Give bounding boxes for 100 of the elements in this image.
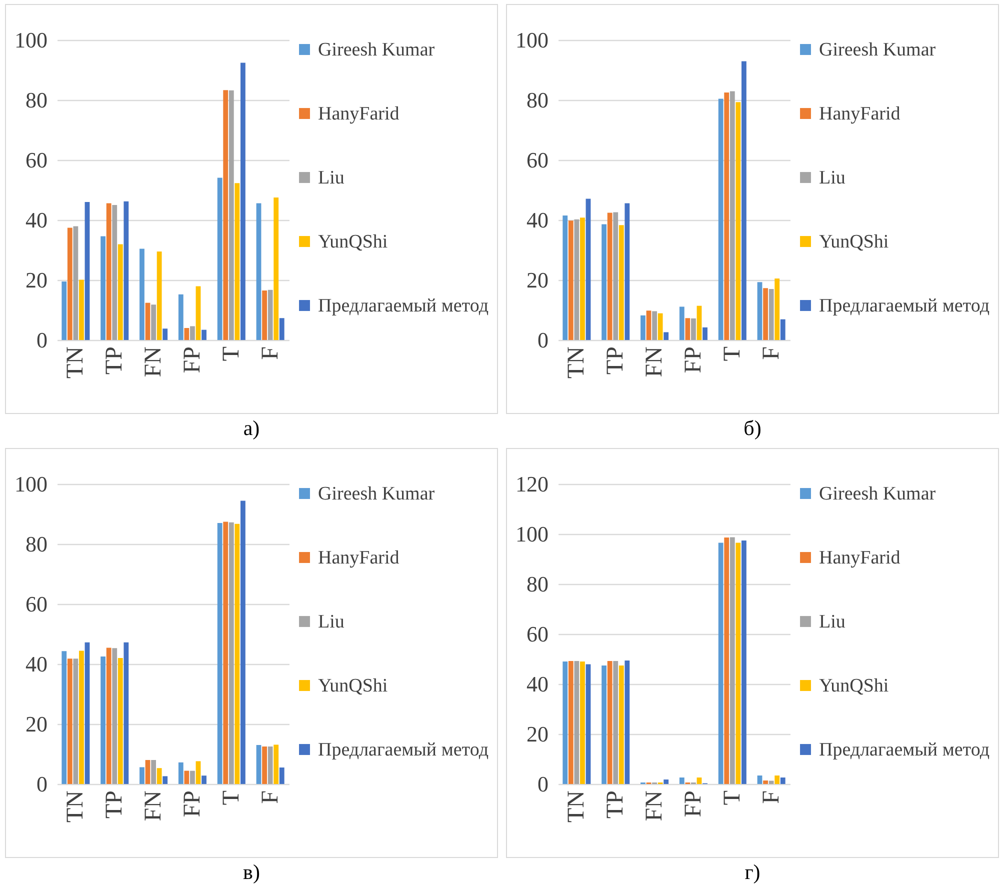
bar xyxy=(162,776,168,784)
y-tick-label: 40 xyxy=(26,208,48,232)
y-tick-label: 0 xyxy=(36,772,48,796)
bar xyxy=(268,746,273,784)
y-tick-label: 120 xyxy=(516,472,548,496)
bar xyxy=(685,318,690,340)
bar xyxy=(67,658,72,784)
y-tick-label: 40 xyxy=(26,652,48,676)
bar xyxy=(568,661,574,784)
x-tick-label: T xyxy=(218,346,244,362)
bar xyxy=(124,201,129,340)
bar xyxy=(757,282,762,340)
bar xyxy=(184,328,190,340)
legend-label: Предлагаемый метод xyxy=(318,740,489,760)
bar xyxy=(602,666,607,784)
bar xyxy=(664,332,669,340)
bar xyxy=(279,318,284,340)
legend-label: Liu xyxy=(819,612,846,632)
bar xyxy=(262,746,267,784)
bar xyxy=(151,760,156,784)
bar xyxy=(736,102,741,340)
bar xyxy=(162,328,168,340)
bar xyxy=(607,212,612,340)
bar xyxy=(768,780,774,784)
bar xyxy=(658,313,663,340)
y-tick-label: 20 xyxy=(526,722,548,746)
bar xyxy=(84,202,90,340)
bar xyxy=(618,666,624,784)
y-tick-label: 0 xyxy=(538,772,548,796)
bar xyxy=(664,780,669,784)
bar xyxy=(178,762,184,784)
legend-label: Предлагаемый метод xyxy=(819,296,990,316)
bar xyxy=(62,651,67,784)
bar xyxy=(256,203,262,340)
x-tick-label: FP xyxy=(680,346,706,374)
bar xyxy=(741,61,746,340)
bar xyxy=(240,62,246,340)
bar xyxy=(568,220,574,340)
bar xyxy=(240,500,246,784)
bar xyxy=(580,662,585,784)
legend-label: Liu xyxy=(318,612,345,632)
bar xyxy=(217,523,222,784)
x-tick-label: F xyxy=(257,790,284,804)
bar xyxy=(757,776,762,784)
x-tick-label: TN xyxy=(564,346,590,378)
x-tick-label: TN xyxy=(564,790,590,822)
bar xyxy=(62,282,67,340)
text: б) xyxy=(744,416,762,442)
legend-label: Liu xyxy=(318,168,345,188)
y-tick-label: 60 xyxy=(526,622,548,646)
bar xyxy=(780,319,786,340)
bar xyxy=(202,776,206,784)
y-tick-label: 100 xyxy=(14,28,48,52)
bar xyxy=(184,770,190,784)
x-tick-label: TP xyxy=(102,790,128,819)
legend-label: YunQShi xyxy=(819,232,889,252)
legend-label: HanyFarid xyxy=(819,104,901,124)
bar xyxy=(190,326,195,340)
x-tick-label: FP xyxy=(179,790,206,818)
y-tick-label: 80 xyxy=(26,532,48,556)
y-tick-label: 100 xyxy=(14,472,48,496)
bar xyxy=(679,778,684,784)
legend-label: Gireesh Kumar xyxy=(318,484,436,504)
x-tick-label: TP xyxy=(102,346,128,375)
x-tick-label: TP xyxy=(602,346,629,375)
bar xyxy=(196,761,201,784)
bar xyxy=(574,661,580,784)
bar xyxy=(84,642,90,784)
bar xyxy=(112,205,118,340)
x-tick-label: FP xyxy=(179,346,206,374)
legend-label: YunQShi xyxy=(318,232,388,252)
legend-label: Gireesh Kumar xyxy=(819,40,936,60)
bar xyxy=(106,203,112,340)
bar xyxy=(613,212,618,340)
bar xyxy=(562,662,568,784)
bar xyxy=(118,658,123,784)
bar xyxy=(228,90,234,340)
x-tick-label: FP xyxy=(680,790,706,818)
bar xyxy=(145,302,150,340)
bar xyxy=(106,648,112,784)
bar xyxy=(112,648,118,784)
y-tick-label: 80 xyxy=(526,88,548,112)
bar xyxy=(602,224,607,340)
legend-label: Gireesh Kumar xyxy=(819,484,936,504)
bar xyxy=(100,656,106,784)
bar xyxy=(156,252,162,340)
bar xyxy=(274,744,279,784)
y-tick-label: 20 xyxy=(526,268,548,292)
bar xyxy=(696,306,702,340)
x-tick-label: F xyxy=(758,346,784,360)
bar xyxy=(730,537,735,784)
text: в) xyxy=(243,860,260,886)
bar xyxy=(67,228,72,340)
bar xyxy=(586,664,591,784)
bar xyxy=(274,198,279,340)
bar xyxy=(679,306,684,340)
bar xyxy=(562,216,568,340)
bar xyxy=(624,660,630,784)
bar xyxy=(741,540,746,784)
bar xyxy=(256,745,262,784)
